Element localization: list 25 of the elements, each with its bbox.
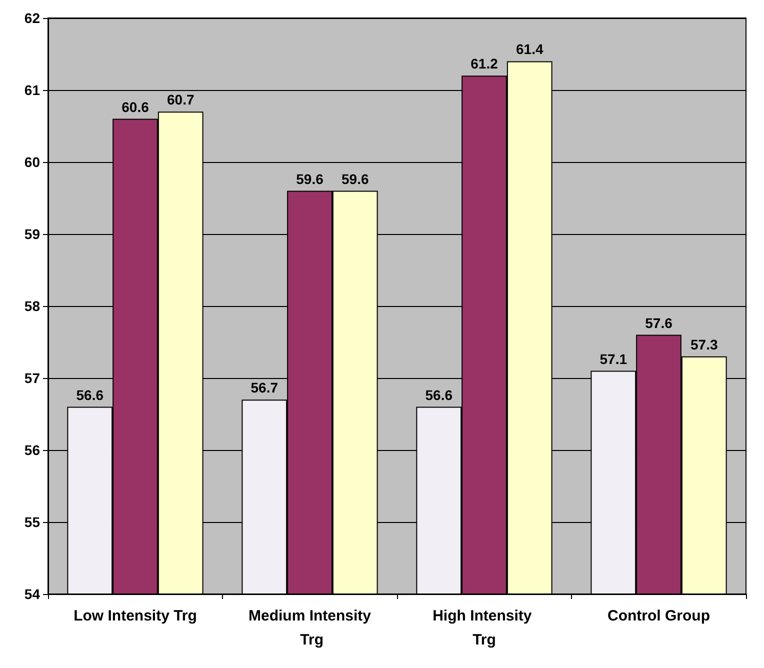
data-label: 56.7 [250, 380, 278, 396]
data-label: 57.1 [600, 350, 628, 367]
data-label: 61.2 [470, 56, 498, 72]
x-tick-label: Control Group [608, 608, 710, 624]
x-tick-label: Low Intensity Trg [74, 608, 197, 624]
y-tick-label: 55 [24, 514, 40, 530]
y-tick-label: 58 [24, 298, 40, 314]
y-tick-label: 60 [24, 154, 40, 170]
x-tick-label: High Intensity Trg [432, 608, 536, 648]
x-tick-label: Medium Intensity Trg [248, 608, 372, 648]
y-tick-label: 59 [24, 226, 40, 242]
data-label: 56.6 [76, 386, 104, 403]
y-tick-label: 56 [24, 442, 40, 458]
data-label: 60.7 [166, 92, 194, 108]
data-label: 57.3 [690, 336, 718, 352]
data-label: 56.6 [425, 386, 453, 403]
y-tick-label: 57 [24, 370, 40, 386]
y-tick-label: 61 [24, 82, 40, 98]
data-label: 59.6 [341, 170, 369, 187]
data-label: 61.4 [516, 41, 544, 58]
y-tick-label: 54 [24, 586, 40, 602]
data-label: 60.6 [122, 98, 150, 115]
data-label: 57.6 [645, 314, 673, 331]
y-tick-label: 62 [24, 10, 40, 26]
data-label: 59.6 [296, 170, 324, 187]
